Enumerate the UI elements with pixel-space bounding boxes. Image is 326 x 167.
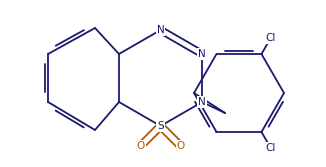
Text: O: O: [137, 141, 145, 151]
Text: Cl: Cl: [265, 143, 276, 153]
Text: N: N: [198, 49, 206, 59]
Text: Cl: Cl: [265, 33, 276, 43]
Text: O: O: [176, 141, 185, 151]
Text: N: N: [198, 97, 206, 107]
Text: N: N: [157, 25, 164, 35]
Text: S: S: [157, 121, 164, 131]
